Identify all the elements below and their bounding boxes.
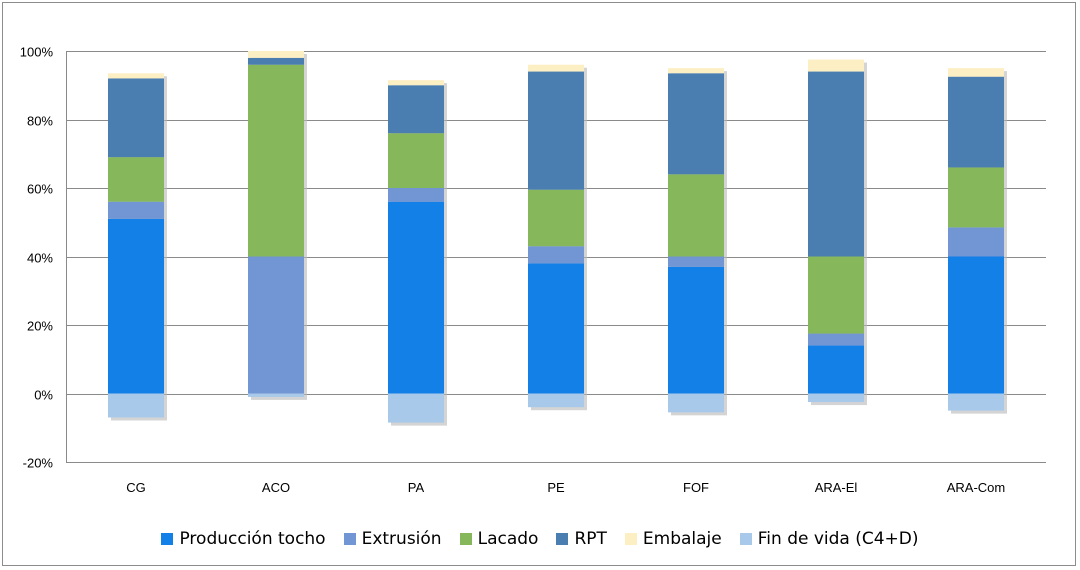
bar-segment xyxy=(388,85,444,134)
x-category-label: ARA-El xyxy=(815,480,858,495)
bar-segment xyxy=(528,71,584,190)
x-axis-categories: CG ACO PA PE FOF ARA-El ARA-Com xyxy=(126,480,1005,495)
y-axis-ticks: -20% 0% 20% 40% 60% 80% 100% xyxy=(20,45,54,471)
bar-segment xyxy=(108,78,164,158)
legend-swatch xyxy=(343,533,356,545)
x-category-label: ACO xyxy=(262,480,290,495)
bar-segment xyxy=(108,201,164,219)
x-category-label: CG xyxy=(126,480,146,495)
y-tick-label: 0% xyxy=(34,388,53,403)
legend-item: Producción tocho xyxy=(161,529,326,549)
y-tick-label: 20% xyxy=(27,319,53,334)
bar-segment xyxy=(808,256,864,334)
legend-label: RPT xyxy=(574,529,607,549)
legend-label: Producción tocho xyxy=(179,529,326,549)
x-category-label: PE xyxy=(547,480,565,495)
bars xyxy=(108,51,1004,423)
legend-label: Lacado xyxy=(477,529,539,549)
bar-segment xyxy=(248,256,304,394)
bar-segment xyxy=(808,333,864,346)
y-tick-label: 80% xyxy=(27,114,53,129)
bar-segment xyxy=(948,167,1004,228)
bar-segment xyxy=(528,393,584,408)
y-tick-label: 60% xyxy=(27,182,53,197)
bar-segment xyxy=(808,393,864,403)
bar-segment xyxy=(528,246,584,264)
bar-segment xyxy=(528,189,584,247)
y-tick-label: 40% xyxy=(27,251,53,266)
legend-swatch xyxy=(161,533,174,545)
bar-segment xyxy=(668,393,724,413)
legend-label: Extrusión xyxy=(361,529,442,549)
bar-segment xyxy=(388,188,444,202)
legend-swatch xyxy=(556,533,569,545)
bar-segment xyxy=(108,73,164,79)
y-tick-label: -20% xyxy=(23,456,54,471)
bar-segment xyxy=(388,133,444,188)
legend-item: RPT xyxy=(556,529,607,549)
bar-segment xyxy=(108,218,164,394)
legend-item: Fin de vida (C4+D) xyxy=(739,529,919,549)
bar-segment xyxy=(108,157,164,202)
x-category-label: PA xyxy=(408,480,425,495)
x-category-label: FOF xyxy=(683,480,709,495)
bar-segment xyxy=(248,64,304,257)
bar-segment xyxy=(808,345,864,394)
legend-item: Lacado xyxy=(459,529,539,549)
x-category-label: ARA-Com xyxy=(947,480,1006,495)
legend-swatch xyxy=(739,533,752,545)
bar-segment xyxy=(528,263,584,394)
bar-segment xyxy=(948,76,1004,168)
bar-segment xyxy=(668,256,724,267)
legend-label: Embalaje xyxy=(642,529,722,549)
bar-segment xyxy=(948,68,1004,77)
bar-segment xyxy=(388,393,444,423)
bar-segment xyxy=(248,51,304,58)
bar-segment xyxy=(668,174,724,257)
bar-segment xyxy=(668,266,724,394)
legend-item: Embalaje xyxy=(624,529,722,549)
legend-swatch xyxy=(624,533,637,545)
bar-segment xyxy=(668,73,724,175)
bar-segment xyxy=(668,68,724,74)
bar-segment xyxy=(948,393,1004,411)
bar-segment xyxy=(808,59,864,72)
bar-segment xyxy=(388,201,444,394)
bar-segment xyxy=(388,80,444,86)
legend-swatch xyxy=(459,533,472,545)
bar-segment xyxy=(108,393,164,418)
legend-label: Fin de vida (C4+D) xyxy=(757,529,919,549)
legend: Producción tocho Extrusión Lacado RPT Embala… xyxy=(0,527,1080,551)
y-tick-label: 100% xyxy=(20,45,54,60)
bar-segment xyxy=(248,57,304,65)
bar-segment xyxy=(808,71,864,257)
bar-segment xyxy=(948,256,1004,394)
bar-segment xyxy=(248,393,304,397)
bar-segment xyxy=(948,227,1004,257)
legend-item: Extrusión xyxy=(343,529,442,549)
bar-segment xyxy=(528,64,584,72)
